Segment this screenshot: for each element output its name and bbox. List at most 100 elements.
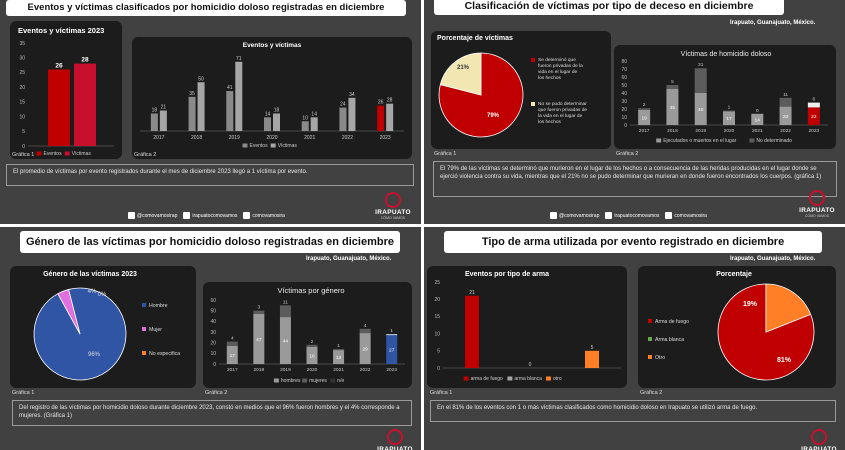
data-label: 5 (671, 79, 674, 85)
chart-card-1: Eventos por tipo de arma 0 5 10 15 20 25 21 0 5 ar… (427, 266, 627, 388)
legend-label: n/e (337, 378, 344, 384)
data-label: 27 (389, 348, 395, 354)
twitter-icon (550, 212, 557, 219)
legend-swatch (648, 355, 652, 359)
chart-title: Víctimas por género (277, 286, 344, 295)
y-tick-label: 20 (434, 297, 440, 303)
bar-segment (779, 97, 792, 107)
legend-label: Eventos (44, 151, 63, 157)
y-tick-label: 5 (22, 129, 25, 135)
x-tick-label: 2019 (280, 367, 291, 373)
data-label: 14 (311, 111, 317, 117)
bar (339, 107, 347, 131)
data-label: 28 (81, 57, 89, 64)
legend-label: mujeres (309, 378, 327, 384)
y-tick-label: 40 (210, 319, 216, 325)
chart-title: Porcentaje (716, 271, 752, 278)
pie-slice (438, 52, 524, 138)
y-tick-label: 40 (621, 91, 627, 97)
data-label: 11 (783, 92, 788, 98)
x-tick-label: 2023 (380, 135, 391, 141)
legend-label: arma de fuego (471, 376, 503, 382)
y-tick-label: 10 (434, 331, 440, 337)
y-tick-label: 50 (621, 83, 627, 89)
data-label: 10 (302, 115, 308, 121)
legend-label: Víctimas (72, 151, 92, 157)
caption-2: Gráfica 2 (205, 390, 228, 396)
caption-1: Gráfica 1 (430, 390, 453, 396)
bar-segment (359, 328, 371, 334)
data-label: 81% (777, 357, 792, 364)
panel-weapon-type: Tipo de arma utilizada por evento regist… (424, 227, 845, 450)
bar-segment (279, 317, 291, 364)
panel-description: El 79% de las víctimas se determinó que … (433, 161, 837, 197)
legend-swatch (749, 138, 755, 143)
location-label: Irapuato, Guanajuato, México. (730, 256, 816, 262)
data-label: 4% (88, 289, 97, 295)
facebook-icon (605, 212, 613, 219)
legend-label: Otro (655, 355, 665, 361)
x-tick-label: 2023 (809, 128, 820, 134)
panel-death-type: Clasificación de víctimas por tipo de de… (424, 0, 845, 224)
caption-1: Gráfica 1 (12, 152, 35, 158)
x-tick-label: 2018 (667, 128, 678, 134)
y-tick-label: 0 (213, 362, 216, 368)
x-tick-label: 2018 (254, 367, 265, 373)
chart-card-2: Porcentaje 81% 19% Arma de fuego Arma blanca… (638, 266, 836, 388)
caption-2: Gráfica 2 (640, 390, 663, 396)
chart-card-1: Eventos y víctimas 2023 0 5 10 15 20 25 30 35 26 2… (10, 21, 122, 159)
y-tick-label: 10 (210, 351, 216, 357)
chart-title: Eventos por tipo de arma (465, 271, 549, 278)
bar-segment (807, 107, 820, 125)
legend-label: Se determinó que (538, 57, 576, 63)
data-label: 34 (349, 92, 355, 98)
bar (150, 113, 158, 131)
data-label: 45 (670, 105, 676, 111)
instagram-icon (243, 212, 251, 219)
bar (386, 103, 394, 131)
panel-description: Del registro de las víctimas por homicid… (12, 400, 412, 426)
legend-label: vida en el lugar de (538, 69, 578, 75)
legend-label: Arma blanca (655, 337, 684, 343)
legend-label: Arma de fuego (655, 319, 689, 325)
bar (310, 117, 318, 131)
x-tick-label: 2018 (191, 135, 202, 141)
y-tick-label: 15 (19, 100, 25, 106)
logo: IRAPUATO CÓMO VAMOS (794, 190, 840, 218)
bar-segment (666, 89, 679, 125)
data-label: 14 (755, 117, 761, 123)
legend-label: que fueron privadas de (538, 107, 587, 113)
legend-swatch (142, 351, 146, 355)
data-label: 17 (230, 353, 236, 359)
data-label: 21 (469, 290, 475, 296)
bar-segment (666, 85, 679, 89)
legend-swatch (64, 151, 70, 156)
panel-title: Género de las víctimas por homicidio dol… (20, 231, 400, 253)
y-tick-label: 5 (437, 349, 440, 355)
data-label: 6 (813, 97, 816, 103)
data-label: 31 (698, 62, 704, 68)
data-label: 1 (728, 105, 731, 111)
bar-segment (779, 106, 792, 125)
legend-label: Víctimas (278, 143, 298, 149)
pie-slice (439, 52, 482, 96)
x-tick-label: 2017 (153, 135, 164, 141)
legend-swatch (656, 138, 662, 143)
data-label: 26 (55, 62, 63, 69)
data-label: 23 (783, 114, 789, 120)
legend-swatch (273, 378, 279, 383)
bar (188, 96, 196, 131)
bar-segment (638, 109, 651, 125)
data-label: 21 (161, 105, 167, 111)
data-label: 2 (643, 102, 646, 108)
x-tick-label: 2019 (229, 135, 240, 141)
chart-card-2: Víctimas de homicidio doloso 0 10 20 30 40 50 6… (614, 45, 836, 149)
data-label: 16 (309, 353, 315, 359)
legend-label: los hechos (538, 75, 562, 81)
data-label: 4 (364, 323, 367, 329)
legend-label: fueron privadas de la (538, 63, 583, 69)
location-label: Irapuato, Guanajuato, México. (730, 20, 816, 26)
bar-segment (253, 313, 265, 364)
legend-label: Hombre (149, 303, 168, 309)
